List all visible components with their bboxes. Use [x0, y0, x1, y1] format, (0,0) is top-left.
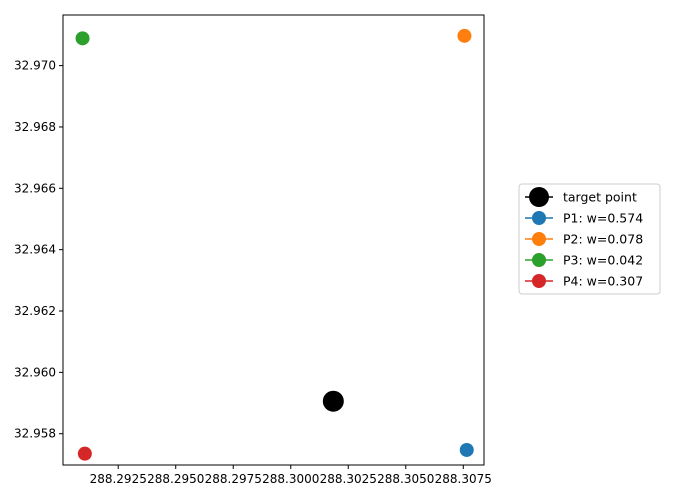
y-axis: 32.958 32.960 32.962 32.964 32.966 32.968 32.9…: [14, 59, 63, 441]
legend-marker: [532, 232, 546, 246]
p2-point-marker: [457, 28, 472, 43]
plot-area-frame: [62, 14, 485, 466]
legend-label: P1: w=0.574: [563, 211, 643, 226]
y-tick-label: 32.968: [14, 120, 56, 134]
x-tick-label: 288.3050: [377, 472, 434, 486]
x-tick-label: 288.2975: [205, 472, 262, 486]
x-tick-label: 288.3025: [320, 472, 377, 486]
p3-point-marker: [75, 31, 90, 46]
p1-point-marker: [459, 442, 474, 457]
x-tick-label: 288.3075: [435, 472, 492, 486]
x-tick-label: 288.2950: [147, 472, 204, 486]
y-tick-label: 32.970: [14, 59, 56, 73]
legend-label: P4: w=0.307: [563, 274, 643, 289]
x-tick-label: 288.3000: [262, 472, 319, 486]
legend-marker: [532, 253, 546, 267]
y-tick-label: 32.960: [14, 365, 56, 379]
x-tick-label: 288.2925: [90, 472, 147, 486]
target-point-marker: [322, 390, 344, 412]
y-tick-label: 32.962: [14, 304, 56, 318]
data-points: [75, 28, 474, 461]
x-axis: 288.2925 288.2950 288.2975 288.3000 288.3025…: [90, 465, 492, 486]
legend-marker: [529, 187, 549, 207]
legend-marker: [532, 211, 546, 225]
y-tick-label: 32.966: [14, 181, 56, 195]
y-tick-label: 32.958: [14, 427, 56, 441]
legend-label: target point: [563, 190, 637, 205]
legend-label: P2: w=0.078: [563, 232, 643, 247]
p4-point-marker: [77, 446, 92, 461]
y-tick-label: 32.964: [14, 243, 56, 257]
legend-box: [518, 183, 661, 295]
legend-label: P3: w=0.042: [563, 253, 643, 268]
legend: target point P1: w=0.574 P2: w=0.078 P3: w=…: [518, 183, 661, 295]
legend-marker: [532, 274, 546, 288]
